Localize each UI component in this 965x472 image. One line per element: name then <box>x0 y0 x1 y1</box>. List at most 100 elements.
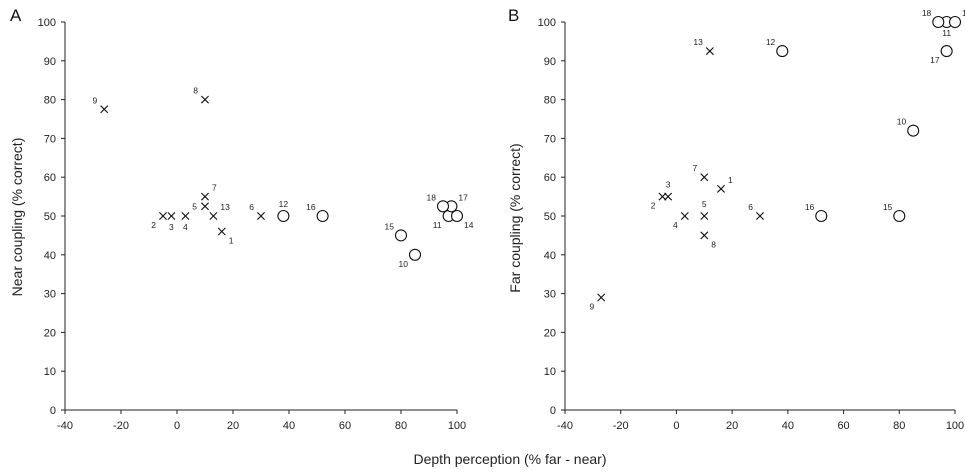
panel-a-y-tick-label: 90 <box>44 56 56 68</box>
panel-b-y-axis-label: Far coupling (% correct) <box>507 143 523 292</box>
panel-b-x-tick-label: -20 <box>613 420 629 432</box>
panel-b-point-label-6: 6 <box>748 202 753 212</box>
panel-b-y-tick-label: 0 <box>550 405 556 417</box>
panel-b-point-circle-17 <box>940 45 953 58</box>
panel-b-point-cross-8 <box>700 231 709 240</box>
panel-b-y-tick-label: 60 <box>544 172 556 184</box>
panel-a-x-tick-label: 80 <box>395 420 407 432</box>
panel-b-point-cross-4 <box>680 212 689 220</box>
panel-a-point-label-3: 3 <box>169 222 174 232</box>
panel-a-point-label-10: 10 <box>399 259 409 269</box>
panel-a-point-label-13: 13 <box>220 202 230 212</box>
panel-a-point-label-17: 17 <box>458 192 468 202</box>
panel-b-point-cross-1 <box>717 184 725 193</box>
panel-a-y-tick-label: 100 <box>38 17 56 29</box>
panel-a-point-cross-2 <box>159 212 167 220</box>
panel-b-y-tick-label: 50 <box>544 211 556 223</box>
panel-b-point-cross-9 <box>597 293 606 302</box>
panel-b-point-label-3: 3 <box>666 180 671 190</box>
panel-b-point-label-4: 4 <box>673 220 678 230</box>
panel-b-point-label-17: 17 <box>930 55 940 65</box>
panel-a-point-circle-15 <box>394 229 408 242</box>
panel-b-y-tick-label: 90 <box>544 56 556 68</box>
panel-b-point-circle-14 <box>948 15 962 29</box>
panel-b-point-label-14: 14 <box>962 8 965 18</box>
panel-b-y-tick-label: 10 <box>544 366 556 378</box>
panel-b-y-tick-label: 100 <box>538 17 556 29</box>
panel-b-point-circle-10 <box>907 124 920 137</box>
panel-b-y-tick-label: 80 <box>544 95 556 107</box>
panel-b-point-circle-18 <box>932 15 945 29</box>
panel-b-point-cross-7 <box>700 173 709 182</box>
panel-b-point-cross-6 <box>756 212 764 220</box>
panel-a-point-label-4: 4 <box>183 222 188 232</box>
panel-b-point-label-1: 1 <box>728 175 733 185</box>
panel-a-point-cross-13 <box>209 212 218 220</box>
panel-b-point-label-10: 10 <box>897 117 907 127</box>
panel-a-x-tick-label: 0 <box>174 420 180 432</box>
panel-a-y-tick-label: 40 <box>44 250 56 262</box>
panel-a-x-tick-label: 20 <box>227 420 239 432</box>
panel-a-x-tick-label: 60 <box>339 420 351 432</box>
panel-a-y-tick-label: 80 <box>44 95 56 107</box>
panel-b-point-label-12: 12 <box>766 37 776 47</box>
panel-b-point-label-11: 11 <box>942 28 951 38</box>
panel-b-point-label-2: 2 <box>651 201 656 211</box>
panel-a-x-tick-label: -40 <box>57 420 73 432</box>
panel-a-point-label-12: 12 <box>279 199 289 209</box>
panel-a-point-cross-8 <box>201 95 209 104</box>
panel-a-x-tick-label: -20 <box>113 420 129 432</box>
panel-a-point-circle-16 <box>316 209 329 223</box>
panel-b-y-tick-label: 40 <box>544 250 556 262</box>
panel-a-point-cross-3 <box>167 212 176 220</box>
panel-a-point-label-16: 16 <box>306 202 316 212</box>
panel-a-point-label-7: 7 <box>212 183 217 193</box>
panel-b-point-circle-16 <box>815 209 828 223</box>
panel-a-point-cross-1 <box>217 227 226 236</box>
panel-a-point-label-9: 9 <box>92 95 97 105</box>
panel-b-point-circle-12 <box>776 45 789 58</box>
panel-a-y-tick-label: 70 <box>44 133 56 145</box>
panel-a-point-circle-14 <box>450 209 464 223</box>
panel-b-y-tick-label: 30 <box>544 289 556 301</box>
panel-b-point-circle-15 <box>893 209 906 223</box>
panel-a-point-label-2: 2 <box>151 220 156 230</box>
panel-b-y-tick-label: 70 <box>544 133 556 145</box>
panel-a-y-tick-label: 60 <box>44 172 56 184</box>
panel-b-point-label-7: 7 <box>693 163 698 173</box>
panel-b-y-tick-label: 20 <box>544 327 556 339</box>
panel-a-y-axis-label: Near coupling (% correct) <box>9 138 25 297</box>
panel-a-point-cross-6 <box>257 212 265 220</box>
panel-a-point-label-15: 15 <box>385 221 395 231</box>
panel-a-point-label-8: 8 <box>193 86 198 96</box>
panel-a-y-tick-label: 0 <box>50 405 56 417</box>
panel-b-point-cross-3 <box>664 192 673 201</box>
panel-a-y-tick-label: 20 <box>44 327 56 339</box>
panel-a-letter: A <box>10 6 22 25</box>
panel-b-point-label-15: 15 <box>883 202 893 212</box>
panel-b-point-label-5: 5 <box>702 199 707 209</box>
panel-a-y-tick-label: 50 <box>44 211 56 223</box>
panel-a-point-cross-5 <box>201 202 209 211</box>
panel-a-point-label-11: 11 <box>433 220 442 230</box>
panel-b-x-tick-label: 20 <box>726 420 738 432</box>
panel-a-point-circle-18 <box>436 200 450 213</box>
panel-b-x-tick-label: 40 <box>782 420 794 432</box>
panel-a-point-circle-12 <box>277 209 290 223</box>
panel-b-letter: B <box>508 6 519 25</box>
panel-a-point-label-1: 1 <box>229 236 234 246</box>
panel-a-y-tick-label: 30 <box>44 289 56 301</box>
panel-a-point-label-5: 5 <box>192 201 197 211</box>
panel-b-point-label-18: 18 <box>922 8 932 18</box>
panel-b-point-label-13: 13 <box>693 37 703 47</box>
panel-b-x-tick-label: 80 <box>893 420 905 432</box>
shared-x-axis-label: Depth perception (% far - near) <box>414 451 607 467</box>
panel-b-point-label-16: 16 <box>805 202 815 212</box>
panel-a-point-label-18: 18 <box>427 192 437 202</box>
panel-a-point-cross-7 <box>201 192 209 201</box>
panel-a-x-tick-label: 40 <box>283 420 295 432</box>
panel-b-plot: 0 10 20 30 40 50 60 70 80 90 100 -40 -20 0 20 40 60 80 100… <box>538 8 965 432</box>
panel-a-point-cross-4 <box>181 212 190 220</box>
panel-a-x-tick-label: 100 <box>448 420 466 432</box>
panel-a-point-label-6: 6 <box>249 202 254 212</box>
